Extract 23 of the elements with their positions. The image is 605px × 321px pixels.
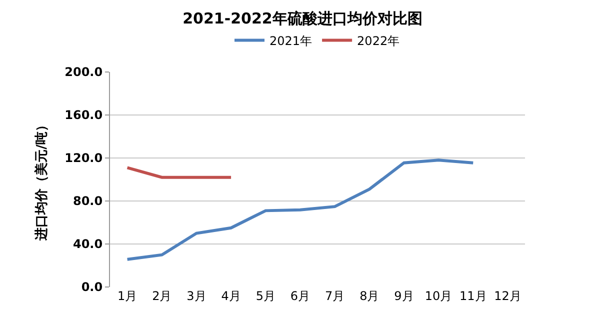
- x-tick-label: 2月: [152, 289, 172, 303]
- y-tick-label: 40.0: [72, 237, 103, 252]
- y-tick-label: 200.0: [64, 65, 103, 80]
- y-tick-label: 80.0: [72, 194, 103, 208]
- x-tick-label: 8月: [360, 289, 380, 303]
- y-tick-label: 120.0: [64, 151, 103, 166]
- x-tick-label: 10月: [424, 289, 452, 303]
- line-series: [126, 158, 475, 261]
- y-tick-label: 160.0: [64, 108, 103, 122]
- x-tick-label: 4月: [221, 289, 241, 303]
- y-tick-label: 0.0: [81, 280, 103, 294]
- x-tick-label: 6月: [290, 289, 310, 303]
- x-tick-label: 7月: [324, 289, 345, 303]
- x-tick-label: 3月: [186, 289, 206, 303]
- legend-label: 2022年: [357, 34, 400, 48]
- x-tick-label: 12月: [494, 289, 522, 303]
- x-tick-label: 11月: [459, 289, 487, 303]
- x-tick-label: 1月: [117, 289, 138, 303]
- x-tick-label: 9月: [394, 289, 414, 303]
- x-tick-label: 5月: [256, 289, 276, 303]
- chart-title: 2021-2022年硫酸进口均价对比图: [182, 9, 422, 28]
- legend-label: 2021年: [270, 34, 312, 48]
- y-axis-title: 进口均价（美元/吨）: [34, 118, 50, 242]
